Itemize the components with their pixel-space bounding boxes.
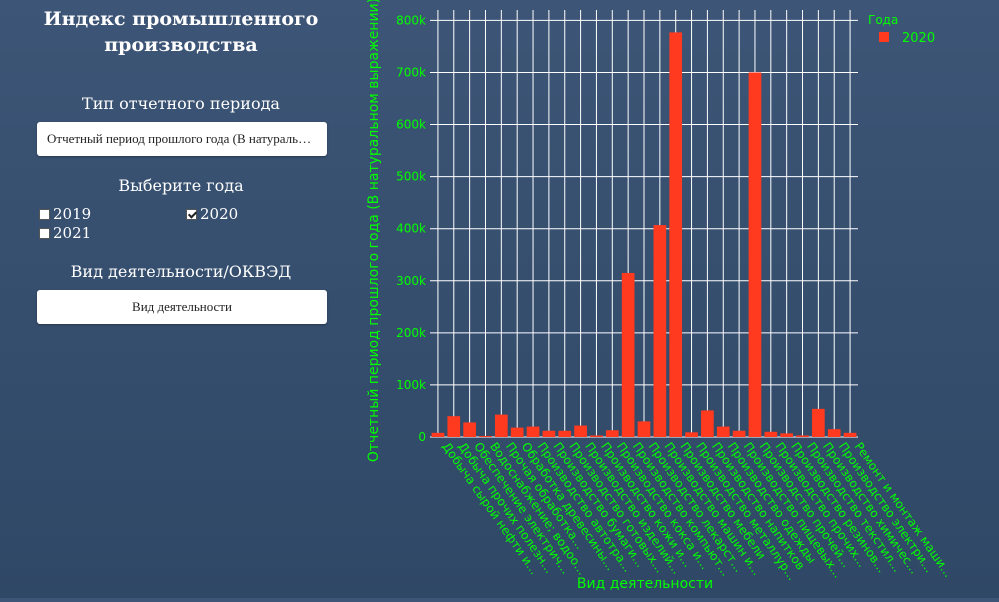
period-type-label: Тип отчетного периода: [82, 94, 280, 113]
y-tick-label: 800k: [396, 13, 426, 27]
years-label: Выберите года: [118, 176, 244, 195]
y-tick-label: 700k: [396, 65, 426, 79]
y-tick-label: 0: [418, 430, 426, 444]
bar[interactable]: [510, 427, 524, 437]
y-tick-label: 300k: [396, 274, 426, 288]
bar[interactable]: [431, 432, 445, 437]
y-tick-label: 500k: [396, 170, 426, 184]
bar[interactable]: [637, 421, 651, 437]
bar[interactable]: [447, 416, 461, 437]
bar[interactable]: [843, 432, 857, 437]
bar[interactable]: [748, 72, 762, 438]
y-tick-label: 200k: [396, 326, 426, 340]
bar[interactable]: [574, 425, 587, 437]
activity-label: Вид деятельности/ОКВЭД: [70, 262, 292, 281]
y-tick-label: 600k: [396, 118, 426, 132]
bar[interactable]: [701, 410, 714, 437]
bar[interactable]: [716, 426, 730, 437]
legend[interactable]: Года 2020: [868, 13, 935, 46]
legend-item-2020: 2020: [902, 31, 935, 46]
x-tick-labels: Добыча сырой нефти и...Добыча прочих пол…: [439, 440, 955, 583]
year-2021-label: 2021: [53, 224, 92, 242]
bar[interactable]: [732, 430, 746, 437]
y-tick-label: 100k: [396, 378, 426, 392]
grid-lines: [430, 10, 858, 438]
page-title: Индекс промышленного производства: [43, 8, 319, 56]
y-tick-labels: 0 100k 200k 300k 400k 500k 600k 700k 800k: [396, 13, 426, 444]
year-2021-checkbox[interactable]: [39, 227, 50, 239]
bar[interactable]: [653, 225, 667, 437]
bar[interactable]: [812, 408, 825, 437]
bar[interactable]: [494, 414, 508, 437]
controls-panel: Индекс промышленного производства Тип от…: [0, 0, 362, 598]
year-2020-option[interactable]: 2020: [186, 205, 238, 223]
bar[interactable]: [479, 435, 492, 437]
year-2021-option[interactable]: 2021: [39, 224, 91, 242]
year-2019-label: 2019: [53, 205, 92, 223]
bar[interactable]: [764, 431, 778, 437]
bar[interactable]: [669, 32, 683, 437]
bar[interactable]: [796, 435, 809, 437]
bars: [431, 32, 857, 438]
chart-area: 0 100k 200k 300k 400k 500k 600k 700k 800k Добыча…: [362, 0, 999, 598]
year-2019-option[interactable]: 2019: [39, 205, 91, 223]
bar-chart[interactable]: 0 100k 200k 300k 400k 500k 600k 700k 800k Добыча…: [362, 0, 999, 598]
x-axis-title: Вид деятельности: [577, 576, 713, 592]
y-tick-label: 400k: [396, 222, 426, 236]
legend-title: Года: [868, 13, 898, 27]
bar[interactable]: [590, 435, 603, 437]
year-2020-label: 2020: [200, 205, 239, 223]
bar[interactable]: [542, 430, 556, 437]
bar[interactable]: [827, 429, 841, 437]
year-2020-checkbox[interactable]: [186, 208, 197, 220]
bar[interactable]: [463, 422, 476, 437]
legend-swatch: [879, 32, 889, 42]
bar[interactable]: [526, 426, 540, 437]
bar[interactable]: [605, 430, 619, 437]
year-2019-checkbox[interactable]: [39, 208, 50, 220]
bar[interactable]: [621, 272, 635, 437]
y-axis-title: Отчетный период прошлого года (В натурал…: [366, 0, 382, 462]
bar[interactable]: [558, 430, 572, 437]
bar[interactable]: [685, 432, 698, 437]
bar[interactable]: [780, 433, 794, 437]
activity-dropdown[interactable]: Вид деятельности: [37, 290, 327, 324]
period-type-dropdown[interactable]: Отчетный период прошлого года (В натурал…: [37, 122, 327, 156]
